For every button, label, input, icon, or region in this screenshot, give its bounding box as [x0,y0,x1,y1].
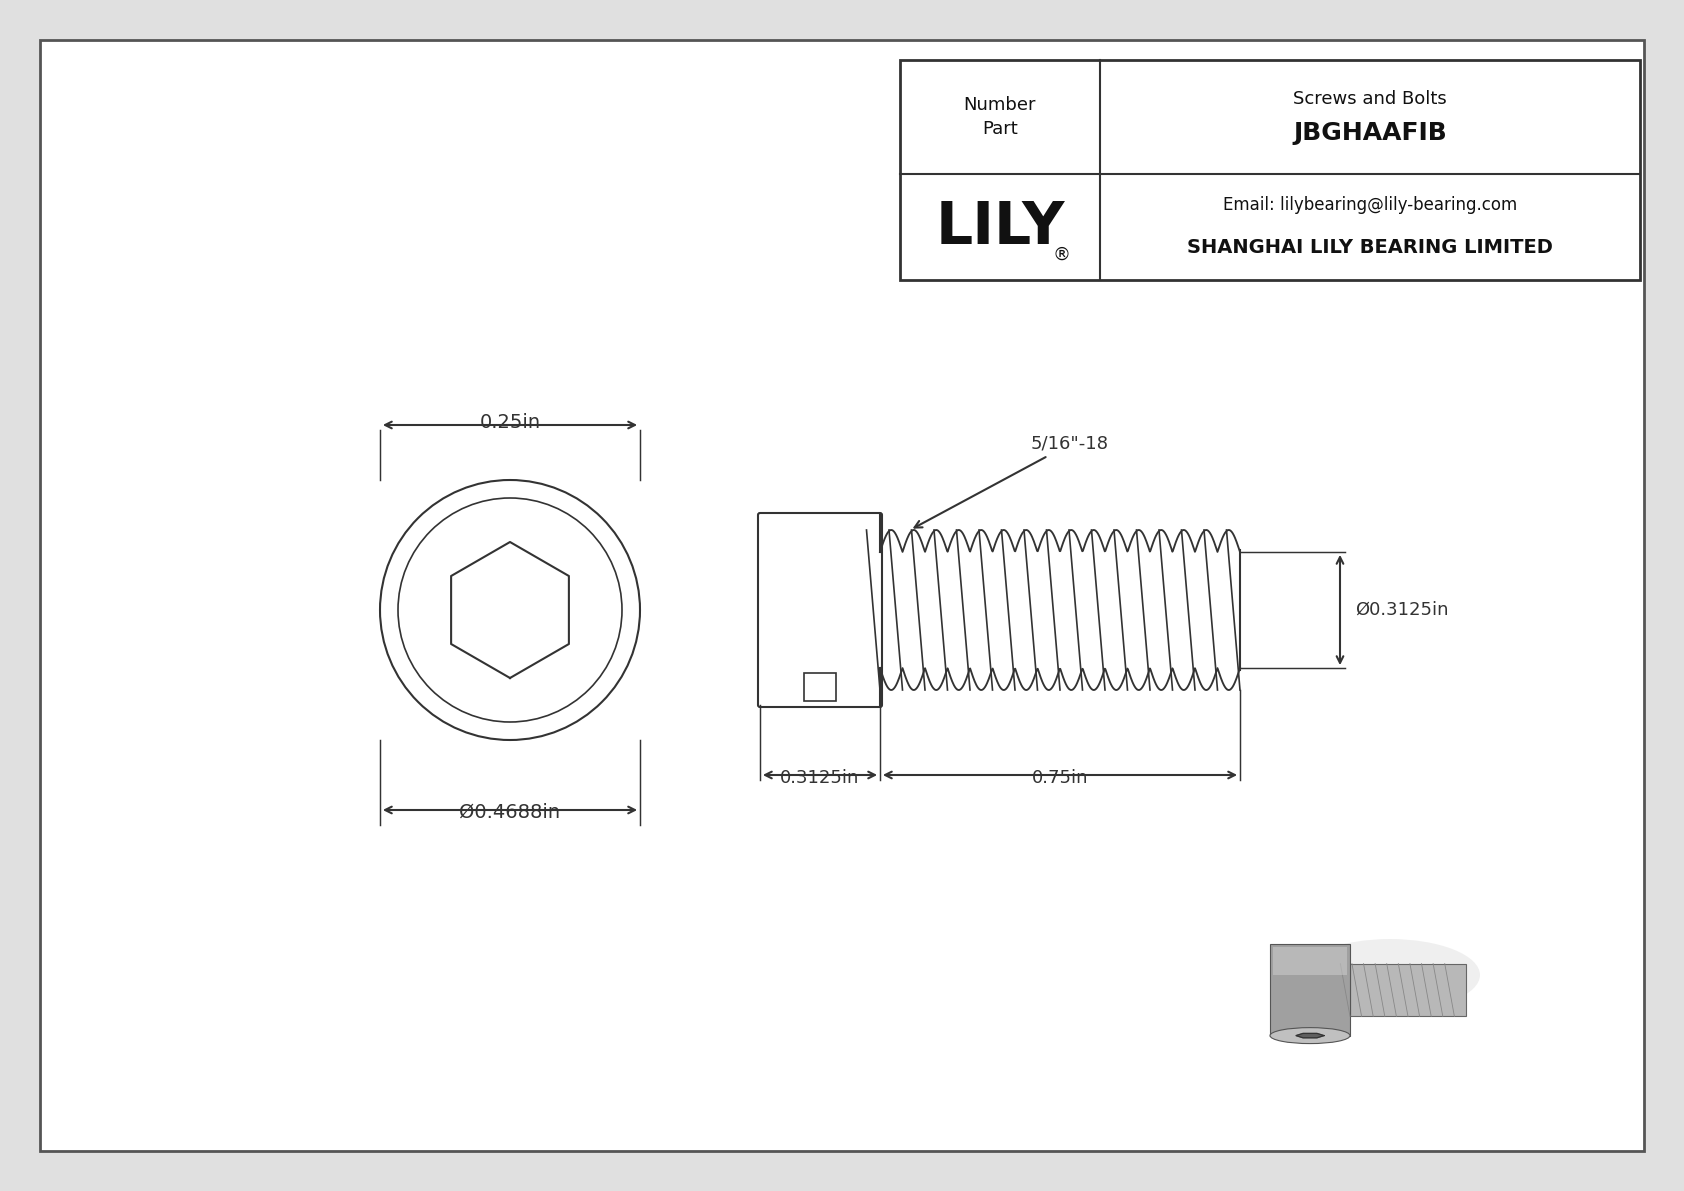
Text: JBGHAAFIB: JBGHAAFIB [1293,121,1447,145]
Text: Screws and Bolts: Screws and Bolts [1293,91,1447,108]
Text: Number: Number [963,96,1036,114]
Text: Ø0.4688in: Ø0.4688in [460,803,561,822]
Bar [1273,947,1347,974]
Text: LILY: LILY [935,199,1064,256]
Ellipse shape [1300,939,1480,1011]
Bar [1351,964,1467,1016]
Polygon shape [1297,1034,1324,1037]
Ellipse shape [1270,1028,1351,1043]
Text: Ø0.3125in: Ø0.3125in [1356,601,1448,619]
Text: 0.3125in: 0.3125in [780,769,861,787]
Bar [1270,944,1351,1036]
Text: Part: Part [982,120,1017,138]
Text: 0.75in: 0.75in [1032,769,1088,787]
Bar [803,673,835,701]
Text: 5/16"-18: 5/16"-18 [914,435,1110,528]
Text: Email: lilybearing@lily-bearing.com: Email: lilybearing@lily-bearing.com [1223,197,1517,214]
Text: SHANGHAI LILY BEARING LIMITED: SHANGHAI LILY BEARING LIMITED [1187,238,1553,257]
Bar [899,60,1640,280]
Text: 0.25in: 0.25in [480,413,541,432]
Text: ®: ® [1052,247,1071,264]
